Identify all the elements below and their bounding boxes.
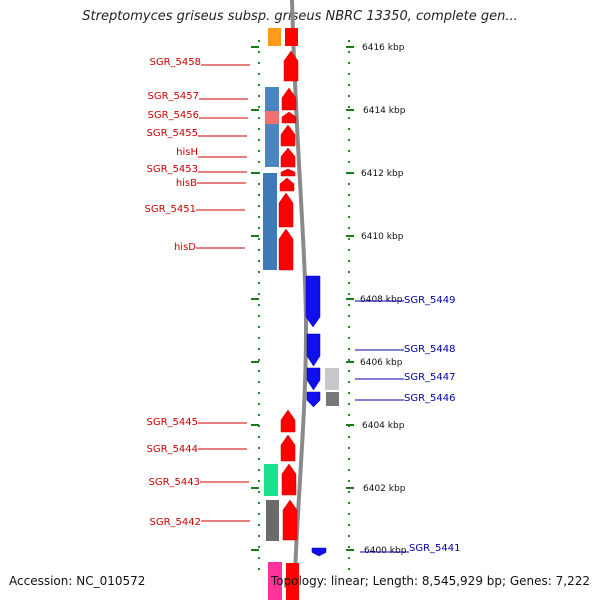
kbp-tick-label: 6408 kbp: [360, 295, 403, 305]
reverse-gene-label[interactable]: SGR_5448: [404, 344, 456, 355]
forward-gene-arrow[interactable]: [279, 177, 295, 192]
gene-block-orange[interactable]: [268, 28, 281, 46]
kbp-tick-label: 6416 kbp: [362, 43, 405, 53]
gene-block-top-red[interactable]: [285, 28, 298, 46]
operon-block[interactable]: [263, 173, 277, 270]
forward-gene-label[interactable]: hisD: [174, 242, 196, 253]
reverse-gene-label[interactable]: SGR_5446: [404, 393, 456, 404]
gene-block-bottom-red[interactable]: [286, 563, 299, 600]
forward-gene-arrow[interactable]: [283, 50, 299, 82]
accession-text: Accession: NC_010572: [9, 574, 146, 588]
forward-gene-label[interactable]: SGR_5457: [148, 91, 200, 102]
forward-gene-arrow[interactable]: [278, 228, 294, 271]
reverse-gene-label[interactable]: SGR_5447: [404, 372, 456, 383]
reverse-gene-arrow[interactable]: [305, 275, 321, 328]
forward-gene-label[interactable]: SGR_5451: [145, 204, 197, 215]
forward-gene-label[interactable]: SGR_5456: [148, 110, 200, 121]
forward-gene-arrow[interactable]: [281, 463, 297, 496]
map-title: Streptomyces griseus subsp. griseus NBRC…: [82, 9, 518, 24]
gene-block-light-grey[interactable]: [325, 368, 339, 390]
forward-gene-label[interactable]: hisB: [176, 178, 197, 189]
forward-gene-arrow[interactable]: [280, 168, 296, 177]
forward-gene-label[interactable]: SGR_5444: [147, 444, 199, 455]
kbp-tick-label: 6406 kbp: [360, 358, 403, 368]
chromosome-backbone: [290, 0, 309, 600]
reverse-gene-arrow[interactable]: [306, 367, 321, 391]
operon-block[interactable]: [265, 87, 279, 167]
forward-gene-label[interactable]: SGR_5442: [150, 517, 202, 528]
forward-gene-label[interactable]: SGR_5453: [147, 164, 199, 175]
kbp-tick-label: 6412 kbp: [361, 169, 404, 179]
forward-gene-arrow[interactable]: [282, 499, 298, 541]
reverse-gene-arrow[interactable]: [311, 547, 327, 557]
kbp-tick-label: 6402 kbp: [363, 484, 406, 494]
forward-gene-arrow[interactable]: [280, 124, 296, 147]
forward-gene-label[interactable]: SGR_5443: [149, 477, 201, 488]
forward-gene-arrow[interactable]: [280, 147, 296, 168]
forward-gene-label[interactable]: SGR_5445: [147, 417, 199, 428]
forward-gene-arrow[interactable]: [280, 434, 296, 462]
kbp-tick-label: 6414 kbp: [363, 106, 406, 116]
forward-gene-arrow[interactable]: [281, 87, 297, 111]
gene-block-dark-grey[interactable]: [326, 392, 339, 406]
forward-gene-arrow[interactable]: [280, 409, 296, 433]
reverse-gene-arrow[interactable]: [306, 391, 321, 408]
reverse-gene-arrow[interactable]: [306, 333, 321, 367]
genome-summary-text: Topology: linear; Length: 8,545,929 bp; …: [270, 574, 590, 588]
kbp-tick-label: 6400 kbp: [364, 546, 407, 556]
gene-block-green[interactable]: [264, 464, 278, 496]
forward-gene-arrow[interactable]: [278, 192, 294, 228]
reverse-gene-label[interactable]: SGR_5441: [409, 543, 461, 554]
kbp-tick-label: 6410 kbp: [361, 232, 404, 242]
forward-gene-label[interactable]: SGR_5455: [147, 128, 199, 139]
forward-gene-arrow[interactable]: [281, 111, 297, 124]
gene-block-pink[interactable]: [268, 562, 282, 600]
forward-gene-label[interactable]: SGR_5458: [150, 57, 202, 68]
operon-highlight[interactable]: [265, 111, 279, 124]
forward-gene-label[interactable]: hisH: [176, 147, 198, 158]
gene-block-grey[interactable]: [266, 500, 279, 541]
kbp-tick-label: 6404 kbp: [362, 421, 405, 431]
reverse-gene-label[interactable]: SGR_5449: [404, 295, 456, 306]
